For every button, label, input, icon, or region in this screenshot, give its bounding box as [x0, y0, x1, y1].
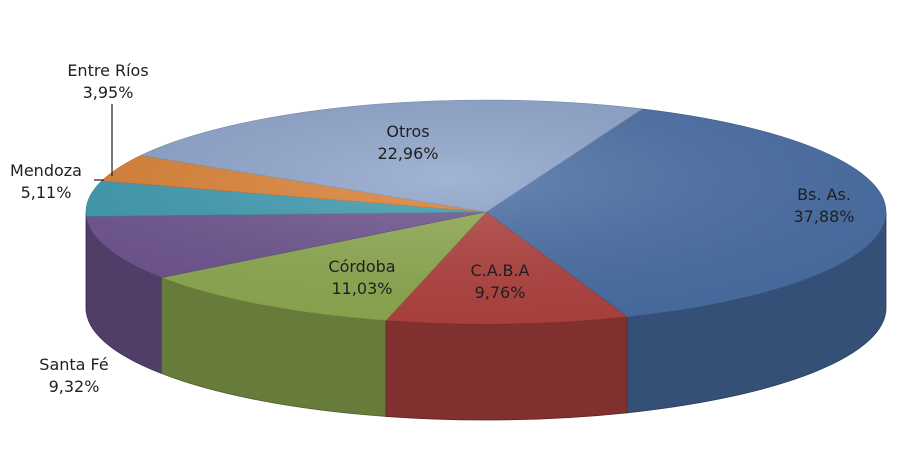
slice-label-cordoba: Córdoba: [328, 257, 395, 276]
pie-side-c-a-b-a: [385, 316, 628, 420]
slice-label-otros: Otros: [386, 122, 429, 141]
slice-labels: Bs. As. 37,88% C.A.B.A 9,76% Córdoba 11,03% Sa…: [10, 61, 854, 396]
slice-value-c-a-b-a: 9,76%: [475, 283, 526, 302]
slice-value-entre-rios: 3,95%: [83, 83, 134, 102]
pie-side-cordoba: [161, 277, 386, 417]
pie-tops: [85, 99, 887, 325]
pie-side-bs-as: [627, 212, 886, 413]
slice-value-santa-fe: 9,32%: [49, 377, 100, 396]
slice-label-bs-as: Bs. As.: [797, 185, 851, 204]
pie-top-shading: [86, 100, 886, 324]
slice-label-c-a-b-a: C.A.B.A: [470, 261, 529, 280]
slice-value-cordoba: 11,03%: [331, 279, 392, 298]
slice-label-santa-fe: Santa Fé: [39, 355, 108, 374]
slice-value-otros: 22,96%: [377, 144, 438, 163]
slice-label-entre-rios: Entre Ríos: [67, 61, 148, 80]
leader-lines: [94, 104, 113, 181]
slice-value-bs-as: 37,88%: [793, 207, 854, 226]
slice-label-mendoza: Mendoza: [10, 161, 82, 180]
pie-side-santa-fe: [86, 216, 162, 374]
slice-value-mendoza: 5,11%: [21, 183, 72, 202]
